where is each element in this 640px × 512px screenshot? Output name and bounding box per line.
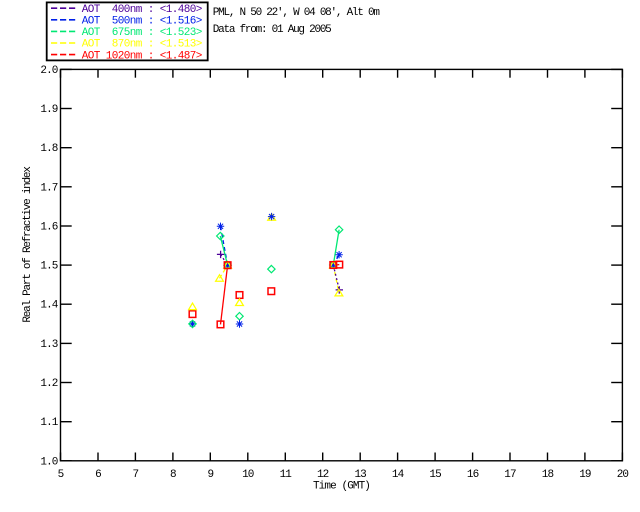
svg-text:12: 12 — [317, 469, 329, 481]
svg-text:19: 19 — [579, 469, 591, 481]
svg-text:AOT 870nm : <1.513>: AOT 870nm : <1.513> — [82, 39, 202, 51]
svg-text:AOT 500nm : <1.516>: AOT 500nm : <1.516> — [82, 16, 202, 28]
svg-text:1.7: 1.7 — [40, 182, 57, 194]
svg-text:7: 7 — [133, 469, 139, 481]
svg-text:1.8: 1.8 — [40, 143, 57, 155]
svg-text:20: 20 — [617, 469, 629, 481]
svg-text:1.6: 1.6 — [40, 222, 57, 234]
svg-text:11: 11 — [280, 469, 293, 481]
svg-text:14: 14 — [392, 469, 405, 481]
svg-text:13: 13 — [354, 469, 366, 481]
svg-text:5: 5 — [58, 469, 64, 481]
svg-text:9: 9 — [207, 469, 213, 481]
svg-text:AOT 400nm : <1.480>: AOT 400nm : <1.480> — [82, 4, 202, 16]
svg-text:1.0: 1.0 — [40, 456, 57, 468]
svg-text:15: 15 — [429, 469, 441, 481]
svg-text:8: 8 — [170, 469, 176, 481]
svg-text:1.1: 1.1 — [40, 417, 58, 429]
svg-text:PML, N 50 22', W 04 08', Alt 0: PML, N 50 22', W 04 08', Alt 0m — [213, 7, 381, 19]
svg-text:Time (GMT): Time (GMT) — [313, 481, 370, 493]
svg-text:17: 17 — [504, 469, 516, 481]
svg-text:Real Part of Refractive index: Real Part of Refractive index — [22, 166, 34, 323]
svg-text:Data from: 01 Aug 2005: Data from: 01 Aug 2005 — [213, 24, 331, 36]
svg-text:1.4: 1.4 — [40, 300, 58, 312]
svg-text:AOT 1020nm : <1.487>: AOT 1020nm : <1.487> — [82, 50, 202, 62]
svg-text:16: 16 — [467, 469, 479, 481]
svg-text:1.2: 1.2 — [40, 378, 57, 390]
svg-text:10: 10 — [242, 469, 254, 481]
svg-text:6: 6 — [95, 469, 101, 481]
svg-text:2.0: 2.0 — [40, 65, 57, 77]
svg-text:1.9: 1.9 — [40, 104, 57, 116]
svg-text:AOT 675nm : <1.523>: AOT 675nm : <1.523> — [82, 27, 202, 39]
svg-text:18: 18 — [542, 469, 554, 481]
svg-text:1.3: 1.3 — [40, 339, 57, 351]
svg-text:1.5: 1.5 — [40, 261, 57, 273]
